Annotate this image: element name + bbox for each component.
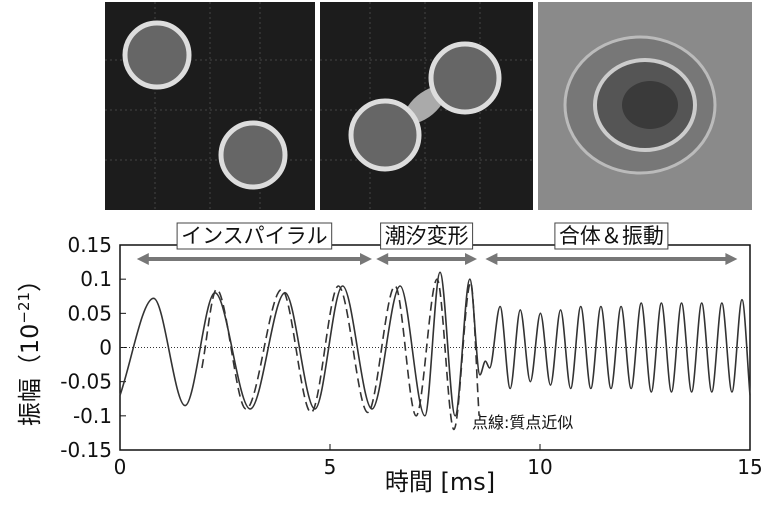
y-label-text: 振幅（10 bbox=[16, 324, 44, 427]
x-tick-label: 15 bbox=[737, 455, 762, 479]
y-tick-label: 0 bbox=[99, 336, 112, 360]
chart: 時間 [ms] 振幅（10−21） 点線:質点近似 -0.15 -0.1 -0.05… bbox=[0, 0, 768, 509]
annotation: 点線:質点近似 bbox=[472, 413, 573, 432]
x-axis-label: 時間 [ms] bbox=[385, 468, 495, 496]
y-tick-label: 0.15 bbox=[67, 233, 112, 257]
x-tick-label: 0 bbox=[114, 455, 127, 479]
phase-label: インスパイラル bbox=[181, 224, 328, 248]
x-tick-label: 5 bbox=[324, 455, 337, 479]
y-tick-label: -0.05 bbox=[60, 370, 112, 394]
y-tick-label: 0.05 bbox=[67, 301, 112, 325]
y-tick-label: 0.1 bbox=[80, 267, 112, 291]
phase-label: 潮汐変形 bbox=[385, 224, 469, 248]
phase-label: 合体＆振動 bbox=[559, 224, 664, 248]
y-label-close: ） bbox=[16, 268, 44, 292]
snapshot-2 bbox=[320, 2, 533, 210]
snapshot-3 bbox=[538, 2, 752, 210]
y-axis-label: 振幅（10−21） bbox=[15, 268, 44, 426]
x-tick-label: 10 bbox=[527, 455, 552, 479]
series-line bbox=[202, 279, 479, 429]
y-tick-label: -0.1 bbox=[73, 404, 112, 428]
y-label-exponent: −21 bbox=[15, 292, 33, 324]
snapshot-1 bbox=[105, 2, 315, 210]
y-tick-label: -0.15 bbox=[60, 438, 112, 462]
